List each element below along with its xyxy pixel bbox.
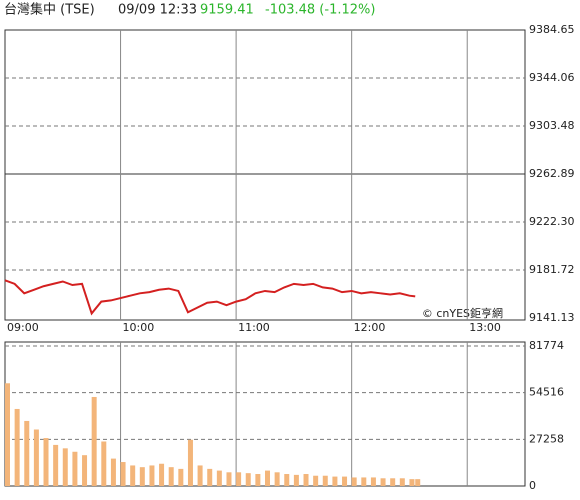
volume-bar — [43, 438, 49, 486]
volume-bar — [265, 470, 270, 486]
volume-bar — [370, 477, 376, 486]
volume-bar — [120, 462, 126, 486]
volume-bar — [14, 408, 20, 486]
volume-bar — [332, 476, 338, 486]
volume-bar — [293, 474, 299, 486]
x-tick-label: 12:00 — [354, 321, 386, 334]
volume-bar — [5, 383, 10, 486]
volume-bar — [24, 420, 30, 486]
volume-bar — [303, 474, 309, 486]
price-panel — [4, 29, 526, 321]
y-tick-label: 54516 — [529, 386, 564, 399]
volume-bar — [168, 467, 174, 486]
volume-bar — [207, 468, 213, 486]
index-name: 台灣集中 (TSE) — [4, 2, 95, 18]
x-tick-label: 11:00 — [238, 321, 270, 334]
volume-bar — [399, 478, 405, 486]
volume-bar — [62, 448, 68, 486]
volume-bar — [313, 475, 319, 486]
volume-bar — [178, 468, 184, 486]
y-tick-label: 9303.48 — [529, 119, 575, 132]
volume-bar — [197, 465, 203, 486]
volume-bar — [390, 478, 396, 486]
volume-bar — [159, 463, 165, 486]
volume-bar — [274, 472, 280, 486]
volume-bar — [139, 467, 145, 486]
volume-bar — [72, 451, 78, 486]
y-tick-label: 27258 — [529, 432, 564, 445]
volume-bar — [226, 472, 232, 486]
volume-bar — [236, 472, 242, 486]
volume-bar — [216, 470, 222, 486]
credit: © cnYES鉅亨網 — [422, 306, 503, 320]
x-tick-label: 09:00 — [7, 321, 39, 334]
y-tick-label: 9222.30 — [529, 215, 575, 228]
volume-bar — [101, 441, 107, 486]
y-tick-label: 9141.13 — [529, 311, 575, 324]
volume-bar — [415, 479, 421, 486]
timestamp: 09/09 12:33 — [118, 3, 197, 18]
volume-bar — [322, 475, 328, 486]
volume-bar — [245, 473, 251, 486]
volume-bar — [361, 477, 367, 486]
price-line — [4, 279, 416, 316]
x-tick-label: 13:00 — [469, 321, 501, 334]
volume-bar — [255, 474, 261, 486]
volume-bar — [130, 465, 136, 486]
volume-bar — [342, 476, 348, 486]
y-tick-label: 9262.89 — [529, 167, 575, 180]
price: 9159.41 — [200, 3, 254, 18]
y-tick-label: 9344.06 — [529, 71, 575, 84]
volume-bar — [33, 429, 39, 486]
volume-bar — [53, 444, 59, 486]
volume-bar — [351, 477, 357, 486]
y-tick-label: 0 — [529, 479, 536, 492]
volume-bar — [149, 465, 155, 486]
y-tick-label: 9384.65 — [529, 23, 575, 36]
volume-bar — [187, 439, 193, 486]
y-tick-label: 9181.72 — [529, 263, 575, 276]
volume-bar — [82, 455, 88, 486]
change: -103.48 (-1.12%) — [265, 3, 375, 18]
volume-bar — [110, 458, 116, 486]
x-tick-label: 10:00 — [123, 321, 155, 334]
volume-bar — [91, 396, 97, 486]
volume-bar — [409, 479, 415, 486]
y-tick-label: 81774 — [529, 339, 564, 352]
volume-bar — [380, 478, 386, 486]
volume-bar — [284, 474, 290, 486]
